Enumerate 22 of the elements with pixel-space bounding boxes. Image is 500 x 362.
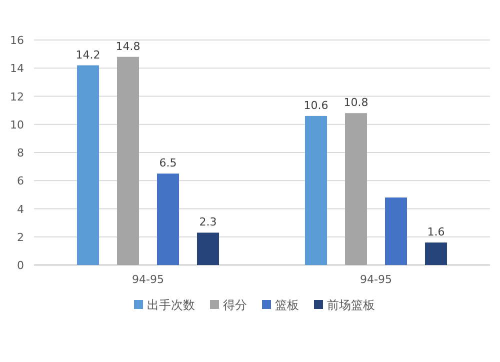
x-tick-label: 94-95 bbox=[360, 273, 392, 286]
y-tick-label: 6 bbox=[17, 174, 24, 188]
legend-label: 前场篮板 bbox=[327, 298, 375, 312]
y-tick-label: 2 bbox=[17, 230, 24, 244]
y-tick-label: 16 bbox=[10, 34, 24, 47]
legend-label: 出手次数 bbox=[147, 298, 195, 312]
legend-label: 得分 bbox=[223, 298, 247, 312]
data-label: 10.6 bbox=[304, 98, 328, 112]
y-tick-label: 8 bbox=[17, 146, 24, 160]
y-tick-label: 0 bbox=[17, 259, 24, 272]
data-label: 14.8 bbox=[116, 40, 140, 53]
data-label: 2.3 bbox=[199, 216, 217, 229]
legend-label: 篮板 bbox=[275, 298, 299, 312]
y-tick-label: 12 bbox=[10, 90, 24, 104]
y-tick-label: 14 bbox=[10, 62, 24, 76]
x-tick-label: 94-95 bbox=[132, 273, 164, 286]
y-tick-label: 10 bbox=[10, 118, 24, 132]
data-label: 6.5 bbox=[159, 156, 177, 170]
data-label: 1.6 bbox=[427, 226, 445, 238]
y-tick-label: 4 bbox=[17, 202, 24, 216]
data-label: 14.2 bbox=[76, 48, 100, 62]
data-label: 10.8 bbox=[344, 96, 368, 110]
